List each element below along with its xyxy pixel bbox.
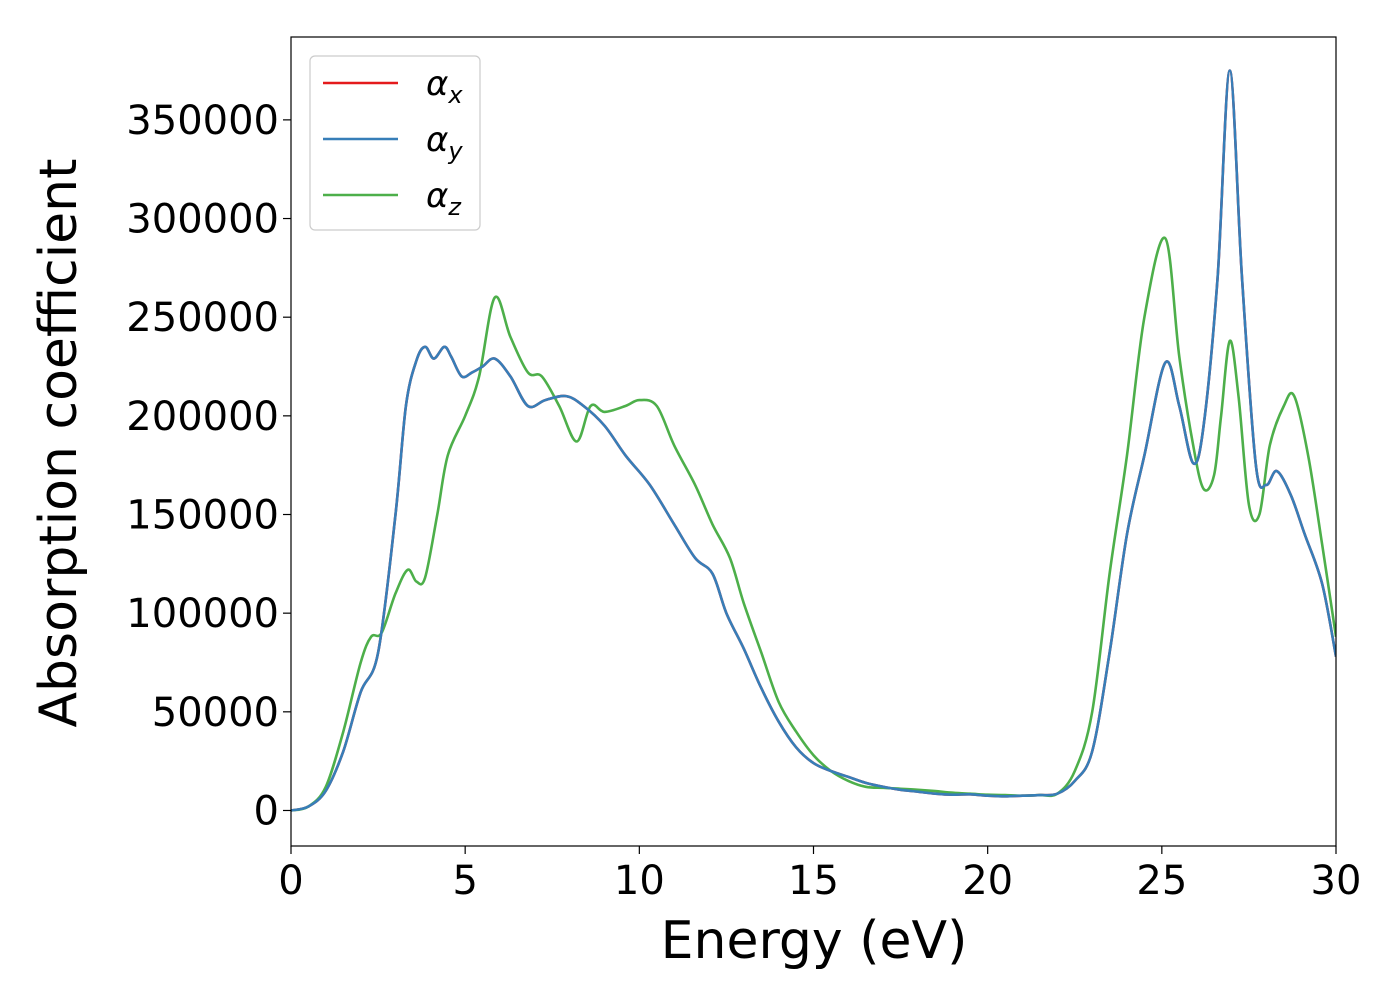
x-tick-label: 0 [278,858,303,904]
legend-label-y: αy [426,120,463,165]
legend: αx αy αz [309,55,481,231]
y-tick-label: 150000 [126,493,279,539]
y-axis-title: Absorption coefficient [29,158,89,727]
y-tick-label: 350000 [126,98,279,144]
y-tick-label: 200000 [126,394,279,440]
legend-label-x: αx [426,64,463,109]
y-tick-label: 250000 [126,295,279,341]
axes: 0 5 10 15 20 25 30 0 50000 100000 150000 200000 2500… [126,36,1362,904]
legend-box [309,55,481,231]
y-tick-label: 50000 [152,690,279,736]
plot-area [291,69,1336,812]
y-tick-label: 0 [254,788,279,834]
x-tick-label: 5 [452,858,477,904]
x-tick-label: 30 [1311,858,1362,904]
x-tick-label: 10 [614,858,665,904]
y-tick-label: 300000 [126,197,279,243]
series-line-z [291,236,1336,812]
x-tick-label: 20 [962,858,1013,904]
x-tick-label: 15 [788,858,839,904]
x-axis-title: Energy (eV) [661,911,968,971]
x-tick-label: 25 [1136,858,1187,904]
legend-label-z: αz [426,176,462,221]
y-tick-label: 100000 [126,591,279,637]
series-line-y [291,69,1336,812]
